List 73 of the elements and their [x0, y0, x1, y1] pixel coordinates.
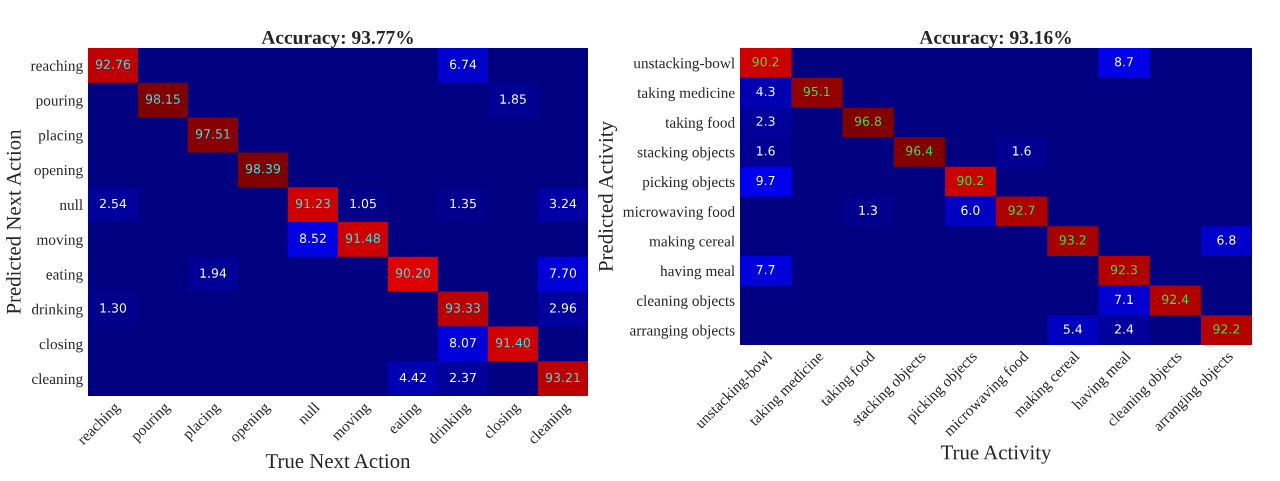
data-label: 90.2 — [752, 57, 779, 67]
data-label: 96.8 — [854, 116, 882, 126]
data-label: 4.42 — [399, 372, 426, 383]
data-label: 6.74 — [449, 59, 477, 70]
data-label: 98.39 — [245, 163, 281, 174]
y-tick-label: microwaving food — [623, 205, 735, 221]
data-label: 7.7 — [756, 265, 775, 275]
data-label: 8.07 — [449, 337, 476, 348]
y-tick-label: stacking objects — [637, 146, 735, 161]
y-tick-label: taking food — [665, 116, 735, 131]
data-label: 5.4 — [1063, 324, 1083, 334]
y-tick-label: having meal — [660, 265, 735, 280]
data-label: 92.3 — [1110, 264, 1137, 275]
data-label: 91.23 — [295, 198, 330, 209]
x-axis-title: True Next Action — [265, 454, 411, 469]
data-label: 3.24 — [550, 198, 577, 209]
data-label: 1.6 — [757, 146, 775, 156]
data-label: 6.0 — [961, 205, 980, 215]
chart-title: Accuracy: 93.16% — [919, 30, 1071, 49]
data-label: 92.2 — [1213, 324, 1240, 334]
data-label: 2.3 — [756, 116, 775, 126]
data-label: 90.2 — [957, 175, 984, 186]
data-label: 92.7 — [1008, 205, 1035, 215]
data-label: 1.6 — [1013, 146, 1031, 156]
data-label: 97.51 — [195, 129, 230, 139]
data-label: 91.40 — [495, 337, 531, 348]
data-label: 7.1 — [1115, 294, 1133, 304]
data-label: 1.3 — [859, 205, 877, 215]
y-tick-label: drinking — [31, 303, 83, 318]
y-tick-label: arranging objects — [630, 324, 735, 339]
data-label: 8.7 — [1114, 57, 1133, 67]
y-tick-label: placing — [38, 129, 83, 144]
data-label: 92.4 — [1162, 294, 1189, 305]
y-tick-label: eating — [46, 269, 83, 283]
data-label: 1.05 — [350, 198, 376, 209]
y-axis-title: Predicted Next Action — [6, 129, 21, 314]
y-tick-label: opening — [34, 164, 83, 179]
data-label: 1.35 — [450, 198, 476, 209]
data-label: 93.21 — [545, 372, 580, 383]
y-tick-label: closing — [39, 338, 83, 353]
data-label: 2.37 — [450, 372, 476, 383]
data-label: 6.8 — [1217, 235, 1236, 245]
data-label: 95.1 — [803, 86, 830, 97]
data-label: 9.7 — [756, 175, 775, 186]
chart-title: Accuracy: 93.77% — [261, 30, 413, 49]
data-label: 1.85 — [500, 94, 526, 104]
y-tick-label: unstacking-bowl — [633, 57, 735, 72]
data-label: 2.54 — [100, 198, 127, 209]
data-label: 93.2 — [1059, 235, 1086, 245]
y-tick-label: making cereal — [649, 235, 735, 250]
data-label: 1.94 — [200, 268, 227, 278]
data-label: 93.33 — [445, 303, 480, 313]
data-label: 98.15 — [145, 94, 180, 104]
data-label: 4.3 — [756, 86, 775, 97]
y-tick-label: picking objects — [642, 176, 735, 191]
y-tick-label: reaching — [30, 60, 83, 74]
data-label: 92.76 — [95, 59, 131, 70]
x-axis-title: True Activity — [940, 445, 1052, 464]
data-label: 2.96 — [550, 303, 577, 313]
y-tick-label: pouring — [35, 95, 83, 109]
x-tick-label: null — [296, 401, 321, 426]
data-label: 8.52 — [299, 233, 326, 244]
y-tick-label: taking medicine — [637, 87, 735, 102]
y-tick-label: null — [59, 199, 83, 211]
y-axis-title: Predicted Activity — [598, 121, 618, 272]
y-tick-label: cleaning objects — [636, 295, 735, 310]
data-label: 7.70 — [550, 268, 577, 278]
data-label: 90.20 — [395, 268, 431, 278]
data-label: 1.30 — [100, 303, 127, 313]
data-label: 96.4 — [906, 146, 933, 156]
data-label: 91.48 — [345, 233, 381, 244]
data-label: 2.4 — [1114, 324, 1134, 334]
y-tick-label: moving — [36, 234, 83, 248]
